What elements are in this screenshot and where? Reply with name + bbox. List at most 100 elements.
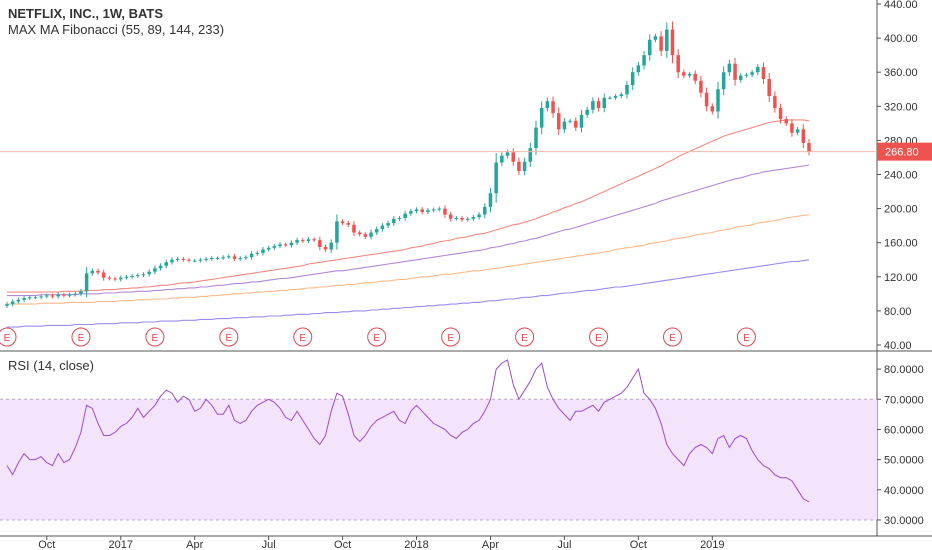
candle-body: [215, 258, 220, 260]
candle-body: [272, 246, 277, 248]
candle-body: [653, 36, 658, 40]
candle-body: [483, 206, 487, 215]
last-price-tag: [877, 142, 932, 161]
candle-body: [289, 242, 294, 246]
candle-body: [488, 193, 493, 207]
candle-body: [204, 258, 208, 260]
candle-body: [16, 299, 21, 302]
candle-body: [693, 73, 698, 81]
candle-body: [386, 223, 390, 226]
candle-body: [5, 304, 9, 306]
candle-body: [306, 239, 311, 241]
earnings-marker-label: E: [669, 333, 676, 344]
candle-body: [500, 155, 504, 163]
candle-body: [73, 293, 78, 295]
rsi-tick-label: 40.0000: [884, 485, 924, 497]
candle-body: [335, 221, 339, 243]
earnings-marker: [441, 327, 461, 347]
candle-body: [721, 72, 726, 90]
candle-body: [471, 217, 476, 219]
candle-body: [153, 268, 157, 272]
last-price-label: 266.80: [885, 147, 919, 159]
symbol-legend: NETFLIX, INC., 1W, BATS MAX MA Fibonacci…: [8, 6, 224, 38]
earnings-marker: [662, 327, 682, 347]
candle-body: [443, 208, 447, 215]
candle-body: [238, 258, 242, 260]
candle-body: [244, 257, 248, 259]
candle-body: [642, 55, 646, 66]
candle-body: [778, 108, 783, 120]
candle-body: [346, 223, 351, 225]
earnings-marker-label: E: [78, 333, 85, 344]
candle-body: [261, 249, 265, 253]
candle-body: [39, 296, 43, 298]
candle-body: [192, 260, 197, 262]
candle-body: [801, 129, 806, 143]
candle-body: [45, 295, 49, 297]
candle-body: [107, 277, 112, 279]
candle-body: [113, 278, 117, 280]
price-tick-label: 40.00: [884, 340, 912, 352]
candle-body: [738, 75, 743, 80]
candle-body: [807, 142, 811, 152]
candle-body: [50, 295, 55, 297]
time-tick-label: 2019: [700, 539, 724, 550]
earnings-marker: [219, 327, 239, 347]
candle-body: [687, 73, 692, 76]
candle-body: [187, 259, 191, 261]
candle-body: [33, 297, 38, 299]
price-tick-label: 80.00: [884, 306, 912, 318]
candle-body: [682, 72, 686, 76]
candle-body: [562, 121, 567, 130]
price-tick-label: 120.00: [884, 272, 918, 284]
candle-body: [494, 162, 498, 194]
candle-body: [278, 244, 282, 247]
candle-body: [784, 119, 789, 124]
candle-body: [84, 273, 89, 292]
candle-body: [369, 232, 373, 237]
candle-body: [630, 72, 635, 85]
candle-body: [403, 213, 407, 218]
candle-body: [522, 161, 527, 172]
candle-body: [727, 63, 732, 73]
candle-body: [790, 123, 794, 133]
candle-body: [517, 161, 521, 172]
candle-body: [465, 218, 470, 220]
candle-body: [756, 67, 760, 73]
candle-body: [602, 97, 606, 109]
candle-body: [608, 97, 612, 99]
candle-body: [659, 36, 663, 51]
candle-body: [409, 211, 413, 214]
earnings-marker-label: E: [4, 333, 11, 344]
candle-body: [318, 240, 322, 247]
earnings-marker: [367, 327, 387, 347]
candle-body: [374, 229, 379, 233]
earnings-marker: [515, 327, 535, 347]
time-tick-label: Jul: [262, 539, 276, 550]
price-tick-label: 360.00: [884, 67, 918, 79]
candle-body: [221, 257, 225, 259]
candle-body: [414, 209, 419, 212]
rsi-tick-label: 30.0000: [884, 515, 924, 527]
earnings-marker: [0, 327, 17, 347]
candle-body: [175, 258, 180, 260]
candle-body: [340, 221, 345, 224]
rsi-band: [0, 399, 877, 520]
candle-body: [352, 224, 356, 233]
candle-body: [625, 84, 629, 95]
candle-body: [665, 29, 669, 51]
candle-body: [158, 265, 163, 269]
candle-body: [699, 80, 703, 93]
price-tick-label: 440.00: [884, 0, 918, 11]
candle-body: [733, 63, 737, 80]
candle-body: [164, 262, 169, 266]
candle-body: [363, 234, 368, 237]
time-tick-label: Oct: [630, 539, 647, 550]
candle-body: [545, 101, 550, 109]
candle-body: [437, 208, 442, 210]
time-tick-label: Oct: [334, 539, 351, 550]
candle-body: [534, 127, 538, 149]
ma-legend: MAX MA Fibonacci (55, 89, 144, 233): [8, 22, 225, 37]
ma-line-89: [7, 164, 810, 297]
